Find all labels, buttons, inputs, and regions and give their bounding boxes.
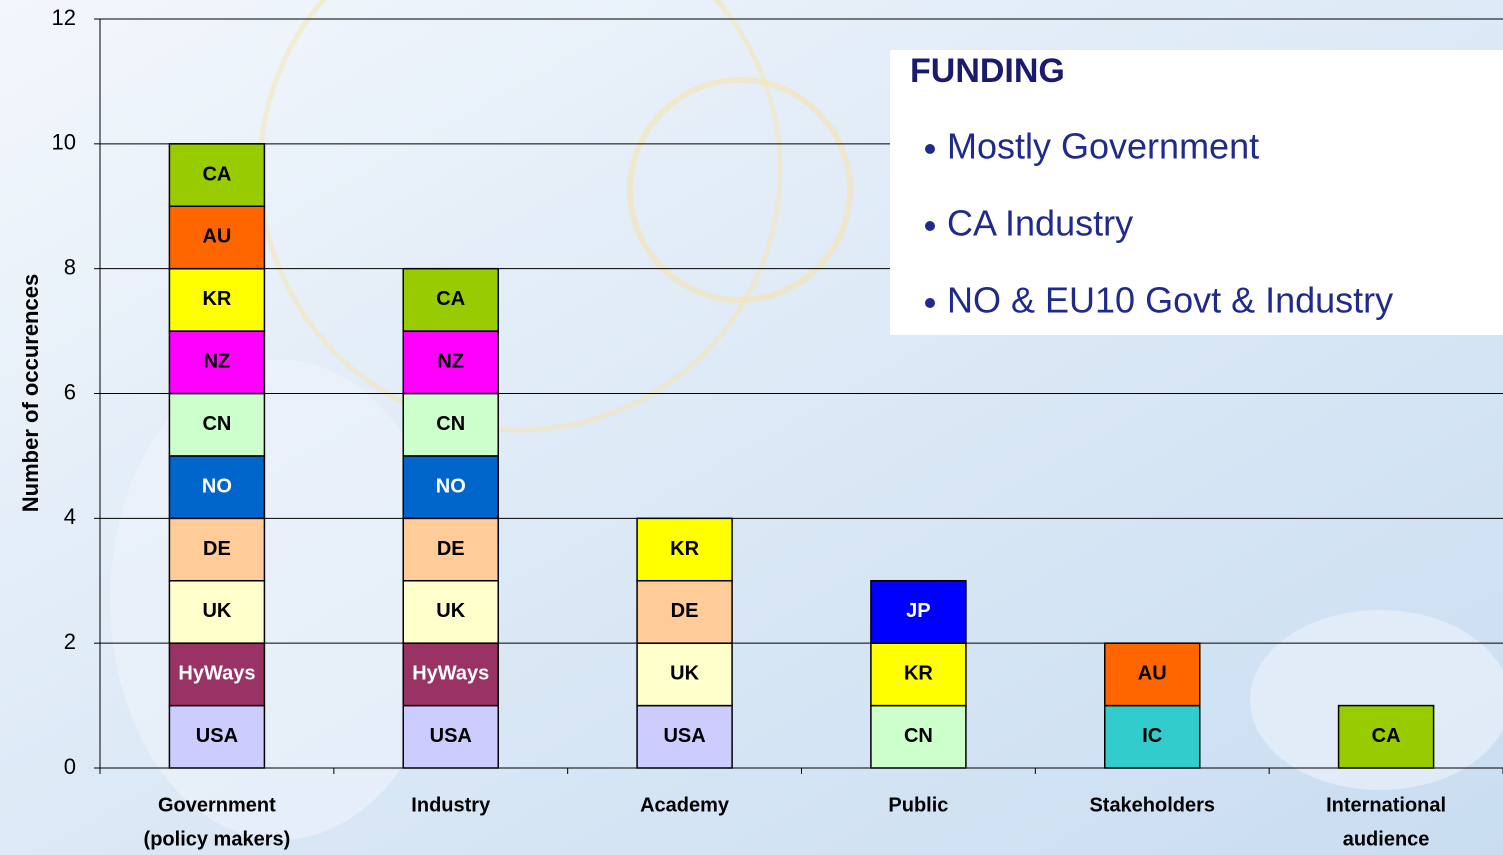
bar-segment: [168, 704, 266, 769]
bar-segment: [870, 642, 967, 707]
segment-label: JP: [906, 600, 930, 622]
bar-segment: [168, 143, 266, 207]
bar-segment: [1337, 704, 1435, 769]
segment-label: DE: [203, 538, 231, 560]
bar-segment: [402, 642, 499, 707]
bar-segment: [636, 517, 733, 582]
annotation-item: NO & EU10 Govt & Industry: [947, 280, 1393, 321]
y-tick-label: 4: [64, 504, 76, 529]
y-tick-label: 2: [64, 629, 76, 654]
bar-segment: [402, 330, 499, 395]
background-arc: [627, 77, 853, 303]
segment-label: CA: [1372, 725, 1401, 747]
x-tick-label: Industry: [411, 794, 491, 816]
bar-segment: [168, 205, 266, 270]
x-tick-label: Public: [888, 794, 948, 816]
segment-label: NZ: [437, 351, 464, 373]
segment-label: USA: [430, 725, 472, 747]
background-land: [1250, 610, 1503, 790]
bar-segment: [636, 704, 733, 769]
segment-label: NO: [436, 475, 466, 497]
x-tick-label: International: [1326, 794, 1446, 816]
segment-label: HyWays: [178, 663, 255, 685]
bar-segment: [636, 580, 733, 644]
bar-segment: [168, 580, 266, 644]
segment-label: UK: [202, 600, 231, 622]
bar-segment: [402, 704, 499, 769]
segment-label: CN: [436, 413, 465, 435]
x-tick-label: Stakeholders: [1089, 794, 1215, 816]
bar-segment: [168, 517, 266, 582]
segment-label: HyWays: [412, 663, 489, 685]
segment-label: UK: [670, 663, 699, 685]
y-tick-label: 10: [52, 130, 76, 155]
segment-label: CN: [202, 413, 231, 435]
y-tick-label: 12: [52, 5, 76, 30]
y-tick-label: 6: [64, 379, 76, 404]
bullet: [925, 221, 935, 231]
annotation-item: Mostly Government: [947, 126, 1259, 167]
segment-label: UK: [436, 600, 465, 622]
bullet: [925, 298, 935, 308]
segment-label: CA: [202, 163, 231, 185]
segment-label: KR: [670, 538, 699, 560]
x-tick-label: Government: [158, 794, 276, 816]
bullet: [925, 144, 935, 154]
x-tick-label: Academy: [640, 794, 730, 816]
annotation-box: [890, 50, 1503, 335]
y-tick-label: 0: [64, 754, 76, 779]
segment-label: AU: [1138, 663, 1167, 685]
segment-label: IC: [1142, 725, 1162, 747]
segment-label: NO: [202, 475, 232, 497]
bar-segment: [168, 330, 266, 395]
bar-segment: [168, 455, 266, 520]
segment-label: CA: [436, 288, 465, 310]
y-tick-label: 8: [64, 254, 76, 279]
bar-segment: [636, 642, 733, 707]
bar-segment: [870, 704, 967, 769]
annotation-title: FUNDING: [910, 52, 1065, 90]
segment-label: DE: [437, 538, 465, 560]
y-axis-label: Number of occurences: [18, 274, 43, 512]
segment-label: DE: [671, 600, 699, 622]
segment-label: NZ: [204, 351, 231, 373]
bar-segment: [1104, 704, 1201, 769]
bar-segment: [402, 392, 499, 457]
segment-label: AU: [202, 226, 231, 248]
bar-segment: [402, 455, 499, 520]
bar-segment: [402, 517, 499, 582]
segment-label: USA: [196, 725, 238, 747]
bar-segment: [1104, 642, 1201, 707]
segment-label: USA: [663, 725, 705, 747]
segment-label: KR: [904, 663, 933, 685]
segment-label: KR: [202, 288, 231, 310]
annotation-item: CA Industry: [947, 203, 1133, 244]
bar-segment: [402, 267, 499, 332]
x-tick-label: audience: [1343, 828, 1430, 850]
segment-label: CN: [904, 725, 933, 747]
bar-segment: [870, 580, 967, 644]
x-tick-label: (policy makers): [144, 828, 291, 850]
bar-segment: [402, 580, 499, 644]
